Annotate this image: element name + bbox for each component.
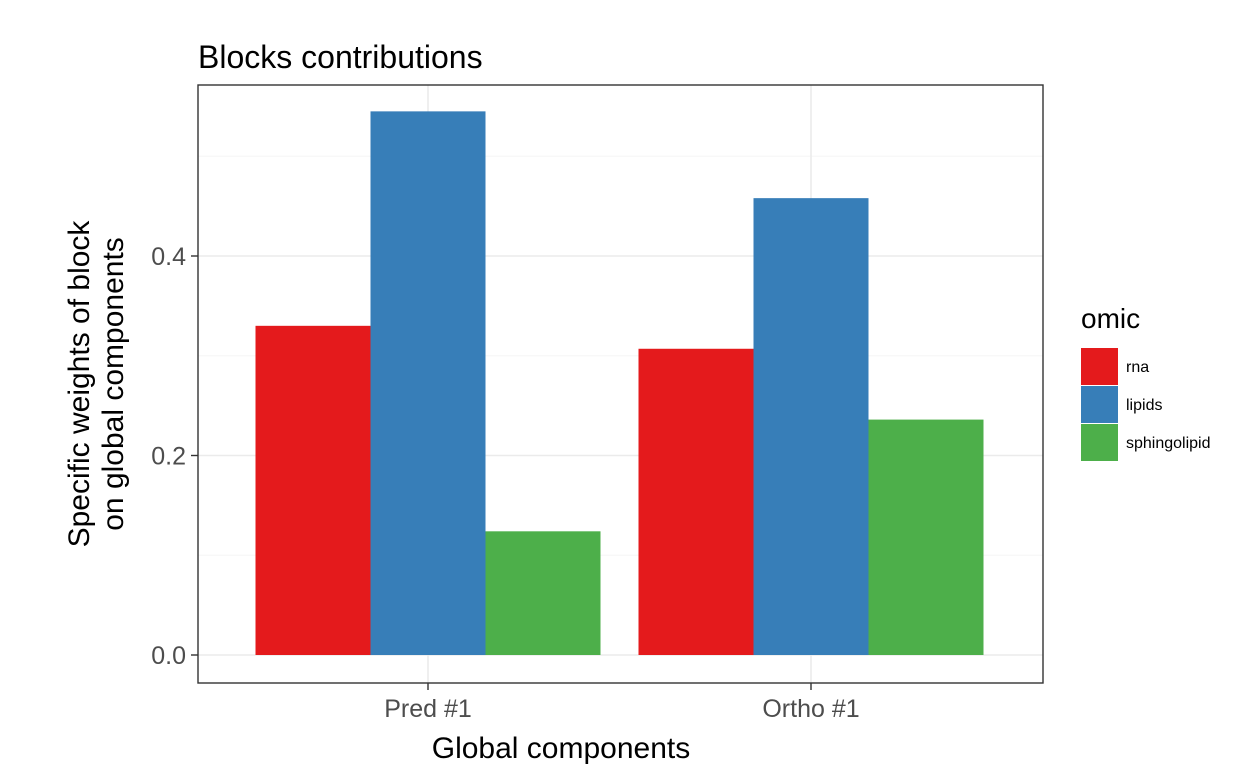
legend-key-rna — [1081, 348, 1118, 385]
y-axis-title-line-1: Specific weights of block — [63, 220, 96, 548]
bar-rna-1 — [255, 325, 371, 655]
legend-key-lipids — [1081, 386, 1118, 423]
legend-label-sphingolipid: sphingolipid — [1126, 435, 1211, 452]
y-axis-title: Specific weights of block on global comp… — [63, 220, 130, 548]
bar-lipids-2 — [753, 198, 869, 655]
y-axis-title-line-2: on global components — [97, 237, 130, 531]
x-tick-label: Pred #1 — [384, 695, 472, 723]
legend-key-sphingolipid — [1081, 424, 1118, 461]
legend: omic rna lipids sphingolipid — [1081, 303, 1211, 461]
y-tick-label: 0.0 — [151, 642, 186, 670]
x-axis: Pred #1 Ortho #1 — [384, 683, 860, 723]
bar-sphingolipid-1 — [485, 531, 601, 655]
bars — [255, 111, 984, 656]
bar-lipids-1 — [370, 111, 486, 656]
legend-title: omic — [1081, 303, 1140, 334]
legend-label-rna: rna — [1126, 359, 1149, 376]
bar-rna-2 — [638, 348, 754, 655]
legend-label-lipids: lipids — [1126, 397, 1162, 414]
x-tick-label: Ortho #1 — [762, 695, 859, 723]
y-tick-label: 0.4 — [151, 243, 186, 271]
panel-border — [197, 84, 1044, 684]
x-axis-title: Global components — [432, 732, 691, 765]
y-axis: 0.0 0.2 0.4 — [151, 243, 198, 670]
bar-sphingolipid-2 — [868, 419, 984, 655]
y-tick-label: 0.2 — [151, 443, 186, 471]
chart-title: Blocks contributions — [198, 39, 483, 75]
